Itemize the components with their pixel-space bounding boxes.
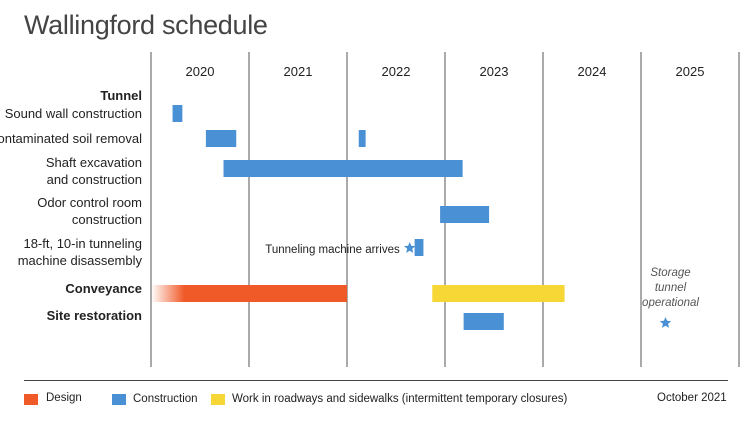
gantt-bar <box>463 313 504 330</box>
task-label: and construction <box>47 172 142 187</box>
gantt-bar <box>205 130 237 147</box>
task-label: construction <box>72 212 142 227</box>
year-label: 2024 <box>578 64 607 79</box>
task-label: machine disassembly <box>18 253 143 268</box>
milestone-label: tunnel <box>655 282 687 294</box>
chart-title: Wallingford schedule <box>24 10 268 40</box>
gantt-bar <box>432 285 565 302</box>
milestone-star-icon <box>659 317 672 328</box>
year-label: 2020 <box>186 64 215 79</box>
group-heading: Site restoration <box>47 308 142 323</box>
milestone-star-icon <box>404 242 416 253</box>
gantt-bar <box>440 206 490 223</box>
task-label: Contaminated soil removal <box>0 131 142 146</box>
year-label: 2022 <box>382 64 411 79</box>
milestone-label: operational <box>642 297 699 309</box>
group-heading: Conveyance <box>65 281 142 296</box>
gantt-bar <box>223 160 463 177</box>
gantt-bar <box>414 239 424 256</box>
gantt-bar <box>358 130 366 147</box>
task-label: Shaft excavation <box>46 155 142 170</box>
year-label: 2023 <box>480 64 509 79</box>
milestone-label: Storage <box>650 267 690 279</box>
task-label: Odor control room <box>37 195 142 210</box>
group-heading: Tunnel <box>100 88 142 103</box>
year-label: 2021 <box>284 64 313 79</box>
year-label: 2025 <box>676 64 705 79</box>
task-label: Sound wall construction <box>5 106 142 121</box>
task-label: 18-ft, 10-in tunneling <box>23 236 142 251</box>
milestone-label: Tunneling machine arrives <box>265 244 400 256</box>
gantt-bar <box>172 105 183 122</box>
gantt-bar <box>151 285 347 302</box>
